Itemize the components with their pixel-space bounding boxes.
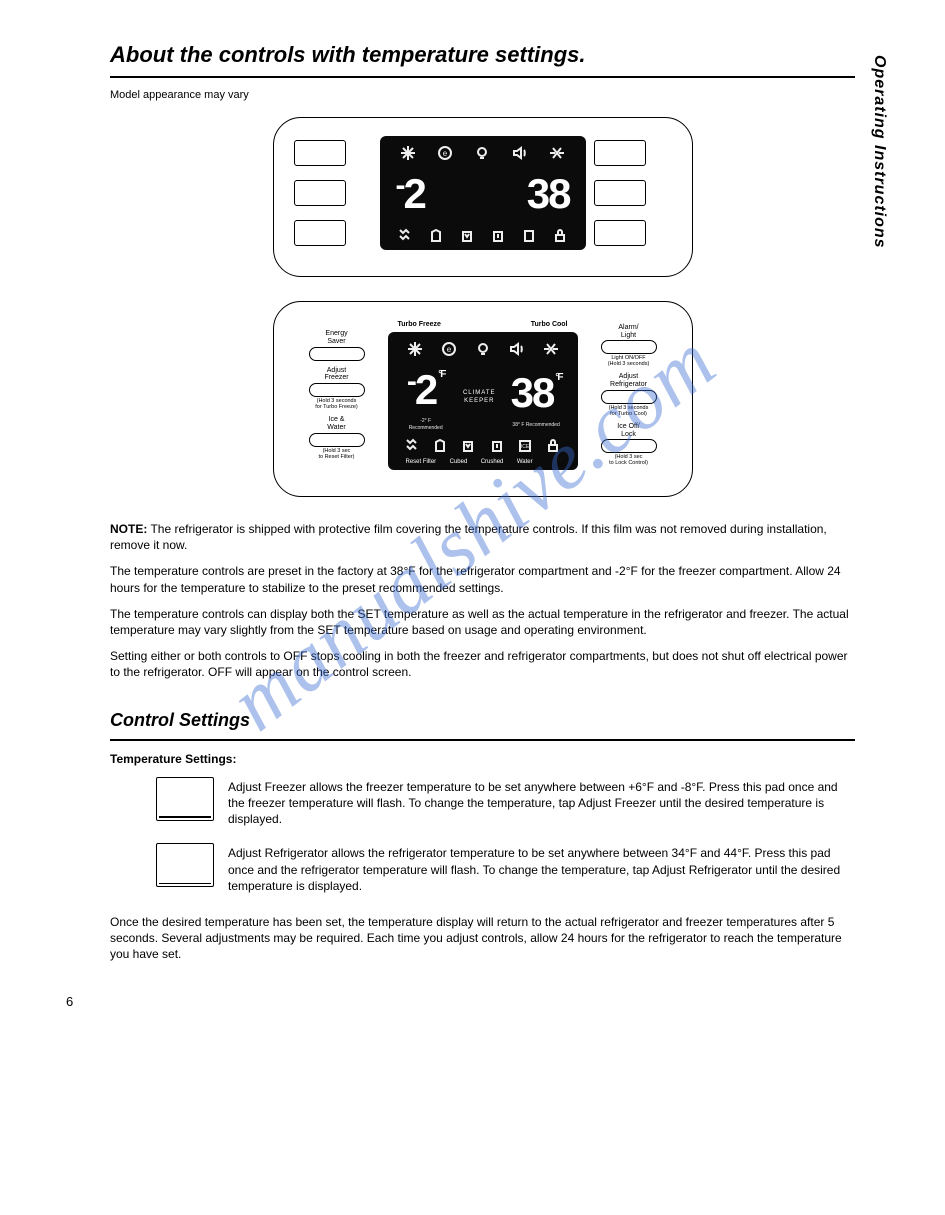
section-heading: Control Settings (110, 708, 855, 732)
adjust-freezer-text: Adjust Freezer allows the freezer temper… (228, 779, 855, 828)
blank-button[interactable] (294, 180, 346, 206)
adjust-refrigerator-item: Adjust Refrigerator allows the refrigera… (110, 843, 855, 894)
section-lead: Temperature Settings: (110, 751, 855, 767)
temperature-row: -2°F -2° F Recommended CLIMATE KEEPER 38… (398, 362, 568, 432)
adjust-refrigerator-pad[interactable] (156, 843, 214, 887)
cubed-icon (427, 226, 445, 244)
climate-keeper-label: CLIMATE KEEPER (448, 389, 511, 405)
fan-icon (542, 340, 560, 358)
bottom-icon-row (390, 224, 576, 246)
adjust-refrigerator-text: Adjust Refrigerator allows the refrigera… (228, 845, 855, 894)
note-1: NOTE: The refrigerator is shipped with p… (110, 521, 855, 553)
snowflake-icon (406, 340, 424, 358)
blank-button[interactable] (594, 140, 646, 166)
bottom-labels-row: Reset Filter Cubed Crushed Water (398, 458, 568, 466)
eco-icon: e (436, 144, 454, 162)
turbo-cool-label: Turbo Cool (531, 320, 568, 329)
fridge-temp: 38 (527, 166, 570, 223)
filter-icon (403, 436, 421, 454)
left-button-column (294, 140, 372, 246)
page-title: About the controls with temperature sett… (110, 40, 855, 70)
svg-text:e: e (446, 345, 451, 354)
subheading: Model appearance may vary (110, 88, 855, 103)
top-icon-row: e (398, 338, 568, 360)
sound-icon (511, 144, 529, 162)
bottom-icon-row: ICE (398, 434, 568, 456)
fan-icon (548, 144, 566, 162)
top-divider (110, 76, 855, 78)
adjust-refrigerator-button[interactable]: Adjust Refrigerator(Hold 3 seconds for T… (586, 373, 672, 416)
alarm-light-button[interactable]: Alarm/ LightLight ON/OFF (Hold 3 seconds… (586, 324, 672, 367)
eco-icon: e (440, 340, 458, 358)
right-button-column (594, 140, 672, 246)
freezer-rec: -2° F Recommended (404, 418, 448, 432)
control-panel-simple: e -2 38 (273, 117, 693, 278)
page-number: 6 (66, 993, 73, 1011)
freezer-temp: -2°F (407, 362, 444, 419)
cubed-icon (431, 436, 449, 454)
lock-icon (544, 436, 562, 454)
sound-icon (508, 340, 526, 358)
ice-off-lock-button[interactable]: Ice Off/ Lock(Hold 3 sec to Lock Control… (586, 423, 672, 466)
adjust-freezer-button[interactable]: Adjust Freezer(Hold 3 seconds for Turbo … (294, 367, 380, 410)
energy-saver-button[interactable]: Energy Saver (294, 330, 380, 360)
manual-page: Operating Instructions About the control… (0, 0, 945, 1023)
note-3: The temperature controls can display bot… (110, 606, 855, 638)
top-icon-row: e (390, 142, 576, 164)
water-icon (489, 226, 507, 244)
fridge-rec: 38° F Recommended (512, 422, 559, 429)
filter-icon (396, 226, 414, 244)
blank-button[interactable] (294, 140, 346, 166)
bulb-icon (474, 340, 492, 358)
crushed-icon (459, 436, 477, 454)
section-footer: Once the desired temperature has been se… (110, 914, 855, 963)
adjust-freezer-item: Adjust Freezer allows the freezer temper… (110, 777, 855, 828)
adjust-freezer-pad[interactable] (156, 777, 214, 821)
fridge-temp: 38°F (511, 365, 562, 422)
cup-icon (520, 226, 538, 244)
lcd-display-labeled: e -2°F -2° F Recommended CLIMATE KEEPER … (388, 332, 578, 470)
left-button-column: Energy Saver Adjust Freezer(Hold 3 secon… (294, 330, 380, 459)
side-tab: Operating Instructions (868, 55, 890, 249)
lcd-display: e -2 38 (380, 136, 586, 251)
snowflake-icon (399, 144, 417, 162)
section-divider (110, 739, 855, 741)
bulb-icon (473, 144, 491, 162)
ice-water-button[interactable]: Ice & Water(Hold 3 sec to Reset Filter) (294, 416, 380, 459)
freezer-temp: -2 (396, 166, 425, 223)
svg-text:ICE: ICE (521, 444, 530, 450)
blank-button[interactable] (594, 180, 646, 206)
turbo-freeze-label: Turbo Freeze (398, 320, 441, 329)
note-2: The temperature controls are preset in t… (110, 563, 855, 595)
crushed-icon (458, 226, 476, 244)
right-button-column: Alarm/ LightLight ON/OFF (Hold 3 seconds… (586, 324, 672, 466)
ice-off-icon: ICE (516, 436, 534, 454)
lock-icon (551, 226, 569, 244)
svg-text:e: e (443, 149, 448, 158)
water-icon (488, 436, 506, 454)
blank-button[interactable] (294, 220, 346, 246)
blank-button[interactable] (594, 220, 646, 246)
temp-controls-list: Adjust Freezer allows the freezer temper… (110, 777, 855, 894)
temperature-row: -2 38 (390, 166, 576, 223)
control-panel-labeled: Energy Saver Adjust Freezer(Hold 3 secon… (273, 301, 693, 497)
note-4: Setting either or both controls to OFF s… (110, 648, 855, 680)
